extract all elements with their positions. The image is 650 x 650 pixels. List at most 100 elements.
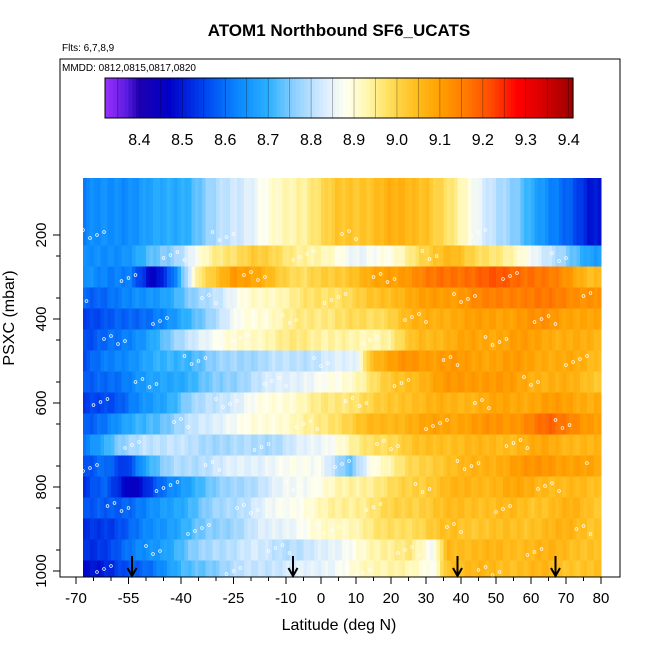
heatmap-cell bbox=[135, 329, 140, 351]
heatmap-cell bbox=[149, 476, 154, 498]
heatmap-cell bbox=[146, 287, 150, 309]
heatmap-cell bbox=[587, 455, 591, 477]
heatmap-cell bbox=[517, 497, 521, 519]
heatmap-cell bbox=[569, 287, 574, 309]
heatmap-cell bbox=[254, 287, 259, 309]
heatmap-cell bbox=[440, 329, 444, 351]
heatmap-cell bbox=[118, 413, 122, 435]
heatmap-cell bbox=[121, 455, 126, 477]
heatmap-cell bbox=[583, 287, 588, 309]
heatmap-cell bbox=[121, 350, 126, 372]
heatmap-cell bbox=[573, 476, 577, 498]
heatmap-cell bbox=[555, 539, 560, 561]
heatmap-cell bbox=[132, 518, 136, 540]
heatmap-cell bbox=[457, 308, 462, 330]
heatmap-cell bbox=[380, 329, 385, 351]
heatmap-cell bbox=[135, 434, 140, 456]
heatmap-cell bbox=[118, 178, 122, 246]
heatmap-cell bbox=[422, 371, 427, 393]
heatmap-cell bbox=[90, 497, 94, 519]
heatmap-cell bbox=[86, 245, 91, 267]
heatmap-cell bbox=[107, 308, 112, 330]
heatmap-cell bbox=[279, 497, 283, 519]
heatmap-cell bbox=[573, 539, 577, 561]
heatmap-cell bbox=[279, 308, 283, 330]
heatmap-cell bbox=[457, 392, 462, 414]
heatmap-cell bbox=[433, 434, 437, 456]
heatmap-cell bbox=[555, 392, 560, 414]
sample-point bbox=[256, 278, 260, 282]
heatmap-cell bbox=[569, 476, 574, 498]
heatmap-cell bbox=[275, 539, 280, 561]
heatmap-cell bbox=[125, 392, 129, 414]
heatmap-cell bbox=[191, 476, 196, 498]
heatmap-cell bbox=[177, 350, 182, 372]
heatmap-cell bbox=[450, 539, 455, 561]
heatmap-cell bbox=[349, 560, 353, 578]
heatmap-cell bbox=[464, 329, 469, 351]
sample-point bbox=[249, 511, 253, 515]
heatmap-cell bbox=[167, 308, 171, 330]
heatmap-cell bbox=[576, 287, 581, 309]
heatmap-cell bbox=[461, 329, 465, 351]
heatmap-cell bbox=[499, 308, 504, 330]
heatmap-cell bbox=[188, 434, 192, 456]
heatmap-cell bbox=[447, 539, 451, 561]
heatmap-cell bbox=[548, 329, 553, 351]
heatmap-cell bbox=[153, 455, 157, 477]
heatmap-cell bbox=[517, 392, 521, 414]
heatmap-cell bbox=[363, 178, 367, 246]
heatmap-cell bbox=[597, 350, 602, 372]
heatmap-cell bbox=[363, 371, 367, 393]
heatmap-cell bbox=[583, 392, 588, 414]
heatmap-cell bbox=[485, 266, 490, 288]
sample-point bbox=[301, 422, 306, 426]
heatmap-cell bbox=[107, 455, 112, 477]
heatmap-cell bbox=[254, 178, 259, 246]
heatmap-cell bbox=[289, 287, 294, 309]
heatmap-cell bbox=[328, 308, 332, 330]
heatmap-cell bbox=[566, 392, 570, 414]
sample-point bbox=[196, 359, 201, 363]
heatmap-cell bbox=[454, 308, 458, 330]
heatmap-cell bbox=[121, 560, 126, 578]
heatmap-cell bbox=[128, 371, 133, 393]
heatmap-cell bbox=[282, 329, 287, 351]
heatmap-cell bbox=[289, 455, 294, 477]
heatmap-cell bbox=[440, 497, 444, 519]
heatmap-cell bbox=[499, 245, 504, 267]
heatmap-cell bbox=[272, 560, 276, 578]
heatmap-cell bbox=[258, 413, 262, 435]
heatmap-cell bbox=[562, 434, 567, 456]
heatmap-cell bbox=[324, 392, 329, 414]
heatmap-cell bbox=[359, 178, 364, 246]
heatmap-cell bbox=[450, 245, 455, 267]
heatmap-cell bbox=[226, 308, 231, 330]
heatmap-cell bbox=[520, 560, 525, 578]
heatmap-cell bbox=[321, 560, 325, 578]
heatmap-cell bbox=[496, 329, 500, 351]
heatmap-cell bbox=[104, 413, 108, 435]
heatmap-cell bbox=[499, 392, 504, 414]
heatmap-cell bbox=[314, 518, 318, 540]
heatmap-cell bbox=[422, 392, 427, 414]
heatmap-cell bbox=[534, 392, 539, 414]
heatmap-cell bbox=[356, 245, 360, 267]
heatmap-cell bbox=[90, 371, 94, 393]
heatmap-cell bbox=[188, 287, 192, 309]
heatmap-cell bbox=[538, 266, 542, 288]
heatmap-cell bbox=[251, 245, 255, 267]
colorbar-segment bbox=[108, 78, 114, 118]
heatmap-cell bbox=[531, 350, 535, 372]
heatmap-cell bbox=[303, 266, 308, 288]
colorbar-segment bbox=[284, 78, 289, 118]
heatmap-cell bbox=[188, 266, 192, 288]
sample-point bbox=[168, 253, 173, 257]
heatmap-cell bbox=[93, 434, 98, 456]
heatmap-cell bbox=[118, 371, 122, 393]
heatmap-cell bbox=[433, 287, 437, 309]
heatmap-cell bbox=[268, 350, 273, 372]
heatmap-cell bbox=[279, 371, 283, 393]
heatmap-cell bbox=[457, 266, 462, 288]
heatmap-cell bbox=[275, 329, 280, 351]
